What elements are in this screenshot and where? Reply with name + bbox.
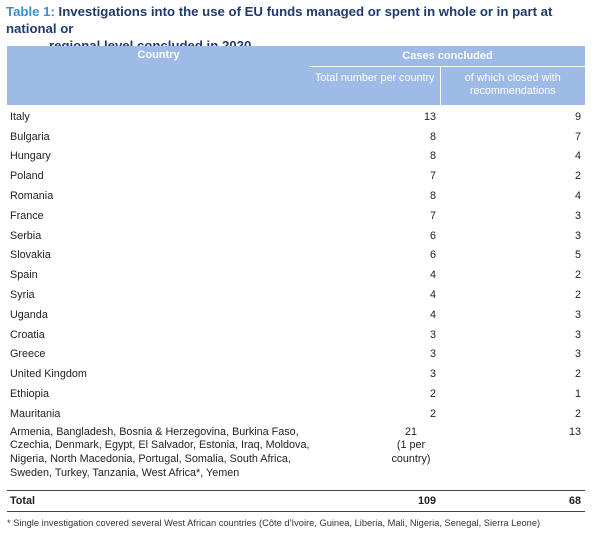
table-row: Syria 4 2 <box>7 285 585 305</box>
total-cell: 2 <box>429 407 436 420</box>
table-row: United Kingdom 3 2 <box>7 364 585 384</box>
country-cell: Spain <box>10 269 38 282</box>
country-cell: France <box>10 209 44 222</box>
header-total-number: Total number per country <box>310 66 441 105</box>
header-cases-concluded: Cases concluded <box>310 46 586 67</box>
total-cell: 13 <box>423 110 436 123</box>
country-cell: Croatia <box>10 328 45 341</box>
country-cell: Ethiopia <box>10 388 50 401</box>
closed-cell: 3 <box>575 348 582 361</box>
table-row: Croatia 3 3 <box>7 325 585 345</box>
total-label: Total <box>7 489 310 512</box>
table-row: Hungary 8 4 <box>7 147 585 167</box>
total-cell: 7 <box>429 170 436 183</box>
country-cell: Slovakia <box>10 249 51 262</box>
closed-cell: 5 <box>575 249 582 262</box>
total-cell: 6 <box>429 249 436 262</box>
closed-cell: 3 <box>575 328 582 341</box>
table-row: Serbia 6 3 <box>7 226 585 246</box>
table-title-text: Investigations into the use of EU funds … <box>6 4 553 36</box>
table-row-total: Total 109 68 <box>7 489 586 512</box>
total-cell: 2 <box>429 388 436 401</box>
footnote: * Single investigation covered several W… <box>7 518 541 528</box>
other-countries-cell: Armenia, Bangladesh, Bosnia & Herzegovin… <box>10 425 310 479</box>
table-row: Italy 13 9 <box>7 105 585 127</box>
table-footer: Total 109 68 <box>7 489 586 512</box>
country-cell: United Kingdom <box>10 368 87 381</box>
closed-cell: 9 <box>575 110 582 123</box>
other-total-note: (1 per country) <box>391 439 431 465</box>
header-closed-with-recommendations: of which closed with recommendations <box>440 66 586 105</box>
country-cell: Mauritania <box>10 407 61 420</box>
total-cell: 3 <box>429 368 436 381</box>
table-row: Mauritania 2 2 <box>7 404 585 424</box>
closed-cell: 2 <box>575 368 582 381</box>
header-country: Country <box>7 46 310 105</box>
country-cell: Bulgaria <box>10 130 50 143</box>
total-cell: 4 <box>429 269 436 282</box>
closed-cell: 2 <box>575 170 582 183</box>
table-label: Table 1: <box>6 4 55 19</box>
country-cell: Poland <box>10 170 44 183</box>
closed-cell: 7 <box>575 130 582 143</box>
table-row: Spain 4 2 <box>7 265 585 285</box>
country-cell: Serbia <box>10 229 42 242</box>
other-total-value: 21 <box>404 425 417 438</box>
table-title-line1: Table 1: Investigations into the use of … <box>6 3 586 37</box>
table-body-other: Armenia, Bangladesh, Bosnia & Herzegovin… <box>7 424 585 491</box>
closed-cell: 1 <box>575 388 582 401</box>
closed-cell: 2 <box>575 407 582 420</box>
closed-cell: 3 <box>575 229 582 242</box>
closed-cell: 2 <box>575 269 582 282</box>
total-cell: 7 <box>429 209 436 222</box>
country-cell: Hungary <box>10 150 51 163</box>
table-body: Italy 13 9 Bulgaria 8 7 Hungary 8 4 Poland 7 2 Roman… <box>7 105 585 424</box>
total-cell: 8 <box>429 190 436 203</box>
total-closed-value: 68 <box>440 489 586 512</box>
table-row: Romania 8 4 <box>7 186 585 206</box>
table-row: Poland 7 2 <box>7 166 585 186</box>
country-cell: Uganda <box>10 308 48 321</box>
investigations-table: Country Cases concluded Total number per… <box>7 46 586 512</box>
total-cell: 3 <box>429 328 436 341</box>
table-header: Country Cases concluded Total number per… <box>7 46 586 105</box>
other-total-cell: 21 (1 per country) <box>310 424 440 491</box>
total-cell: 3 <box>429 348 436 361</box>
closed-cell: 3 <box>575 209 582 222</box>
total-cell: 8 <box>429 130 436 143</box>
total-cell: 4 <box>429 289 436 302</box>
other-closed-cell: 13 <box>569 425 582 438</box>
table-row: Ethiopia 2 1 <box>7 384 585 404</box>
country-cell: Syria <box>10 289 35 302</box>
table-row: Bulgaria 8 7 <box>7 127 585 147</box>
table-row: Slovakia 6 5 <box>7 246 585 266</box>
total-cell: 8 <box>429 150 436 163</box>
country-cell: Romania <box>10 190 54 203</box>
country-cell: Italy <box>10 110 30 123</box>
table-row-other-countries: Armenia, Bangladesh, Bosnia & Herzegovin… <box>7 424 585 491</box>
total-cell: 4 <box>429 308 436 321</box>
table-row: Greece 3 3 <box>7 345 585 365</box>
closed-cell: 2 <box>575 289 582 302</box>
closed-cell: 4 <box>575 190 582 203</box>
investigations-table-container: Country Cases concluded Total number per… <box>7 46 586 512</box>
table-row: Uganda 4 3 <box>7 305 585 325</box>
total-cell: 6 <box>429 229 436 242</box>
closed-cell: 3 <box>575 308 582 321</box>
country-cell: Greece <box>10 348 46 361</box>
total-cases-value: 109 <box>310 489 440 512</box>
table-row: France 7 3 <box>7 206 585 226</box>
closed-cell: 4 <box>575 150 582 163</box>
